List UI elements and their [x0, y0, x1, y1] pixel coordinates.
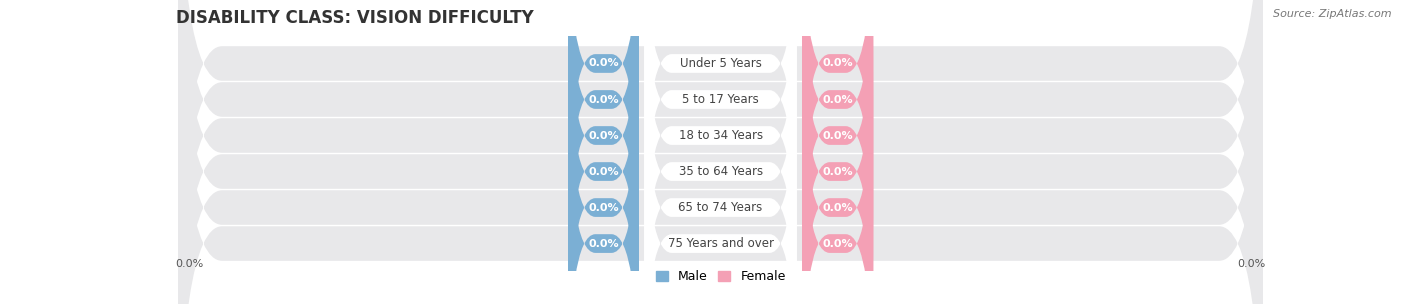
FancyBboxPatch shape — [568, 0, 638, 270]
FancyBboxPatch shape — [803, 37, 873, 304]
Text: 0.0%: 0.0% — [823, 167, 853, 177]
Text: 0.0%: 0.0% — [588, 58, 619, 68]
FancyBboxPatch shape — [644, 37, 797, 304]
FancyBboxPatch shape — [803, 0, 873, 304]
FancyBboxPatch shape — [568, 0, 638, 304]
Text: 35 to 64 Years: 35 to 64 Years — [679, 165, 762, 178]
FancyBboxPatch shape — [179, 0, 1263, 304]
FancyBboxPatch shape — [803, 1, 873, 304]
Text: 0.0%: 0.0% — [823, 58, 853, 68]
FancyBboxPatch shape — [644, 0, 797, 270]
FancyBboxPatch shape — [568, 73, 638, 304]
Text: 5 to 17 Years: 5 to 17 Years — [682, 93, 759, 106]
FancyBboxPatch shape — [179, 0, 1263, 304]
FancyBboxPatch shape — [179, 0, 1263, 304]
Text: 0.0%: 0.0% — [588, 95, 619, 105]
Text: Source: ZipAtlas.com: Source: ZipAtlas.com — [1274, 9, 1392, 19]
FancyBboxPatch shape — [179, 0, 1263, 304]
Text: 0.0%: 0.0% — [823, 239, 853, 249]
Text: 0.0%: 0.0% — [823, 95, 853, 105]
Text: 0.0%: 0.0% — [176, 260, 204, 269]
FancyBboxPatch shape — [803, 73, 873, 304]
Text: 0.0%: 0.0% — [588, 239, 619, 249]
FancyBboxPatch shape — [179, 0, 1263, 304]
Text: 18 to 34 Years: 18 to 34 Years — [679, 129, 762, 142]
FancyBboxPatch shape — [179, 0, 1263, 304]
Text: 0.0%: 0.0% — [588, 167, 619, 177]
FancyBboxPatch shape — [803, 0, 873, 270]
FancyBboxPatch shape — [568, 1, 638, 304]
FancyBboxPatch shape — [644, 1, 797, 304]
Text: 0.0%: 0.0% — [1237, 260, 1265, 269]
FancyBboxPatch shape — [803, 0, 873, 234]
Text: 0.0%: 0.0% — [823, 130, 853, 140]
FancyBboxPatch shape — [568, 37, 638, 304]
Legend: Male, Female: Male, Female — [655, 270, 786, 283]
FancyBboxPatch shape — [644, 0, 797, 304]
Text: 0.0%: 0.0% — [588, 130, 619, 140]
FancyBboxPatch shape — [644, 0, 797, 234]
Text: DISABILITY CLASS: VISION DIFFICULTY: DISABILITY CLASS: VISION DIFFICULTY — [176, 9, 533, 26]
Text: Under 5 Years: Under 5 Years — [679, 57, 762, 70]
Text: 75 Years and over: 75 Years and over — [668, 237, 773, 250]
Text: 0.0%: 0.0% — [588, 202, 619, 212]
FancyBboxPatch shape — [568, 0, 638, 234]
Text: 65 to 74 Years: 65 to 74 Years — [679, 201, 762, 214]
FancyBboxPatch shape — [644, 73, 797, 304]
Text: 0.0%: 0.0% — [823, 202, 853, 212]
